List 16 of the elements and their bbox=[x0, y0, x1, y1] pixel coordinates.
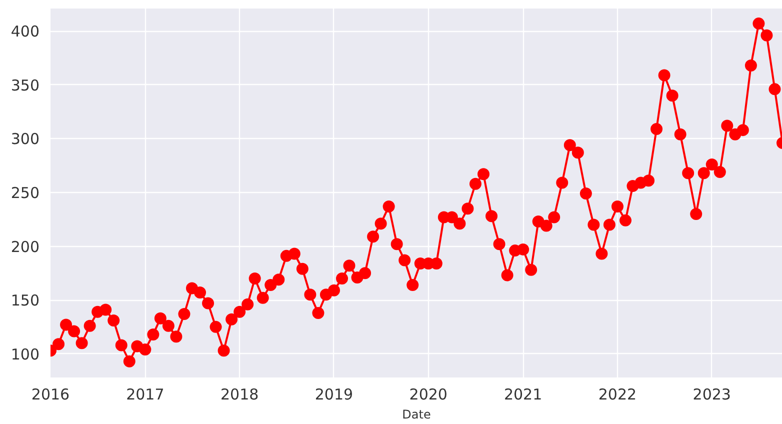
x-tick-label: 2018 bbox=[220, 386, 259, 404]
y-tick-label: 100 bbox=[10, 345, 40, 364]
y-tick-label: 250 bbox=[10, 184, 40, 202]
x-tick-label: 2017 bbox=[126, 386, 164, 404]
y-tick-label: 150 bbox=[10, 292, 40, 310]
x-axis-title: Date bbox=[402, 408, 431, 422]
y-tick-label: 350 bbox=[10, 76, 40, 94]
x-tick-label: 2022 bbox=[598, 386, 637, 404]
x-tick-label: 2020 bbox=[409, 386, 448, 404]
x-tick-label: 2021 bbox=[504, 386, 542, 404]
y-tick-label: 300 bbox=[10, 130, 40, 148]
y-tick-label: 200 bbox=[10, 238, 40, 256]
x-tick-label: 2023 bbox=[692, 386, 731, 404]
x-tick-label: 2016 bbox=[31, 386, 70, 404]
x-tick-label: 2019 bbox=[314, 386, 354, 404]
y-tick-label: 400 bbox=[10, 22, 40, 41]
